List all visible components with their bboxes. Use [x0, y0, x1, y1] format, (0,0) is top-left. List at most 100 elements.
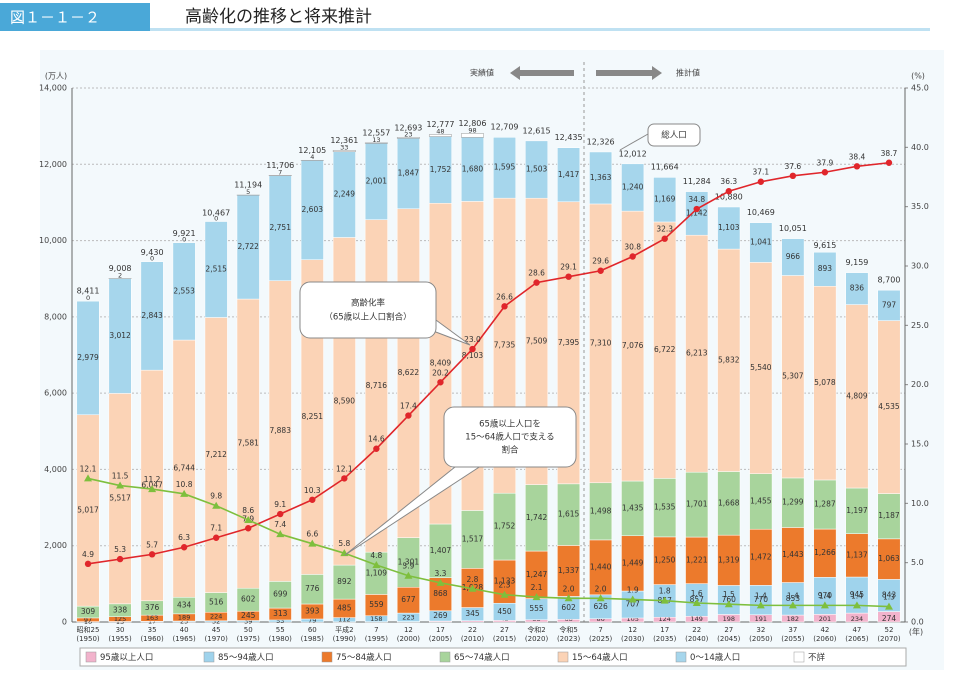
bar-segment	[76, 300, 100, 416]
x-tick-label: 令和5	[559, 625, 577, 634]
total-label: 12,361	[330, 136, 358, 145]
x-tick-label: (2055)	[781, 635, 805, 643]
total-label: 9,159	[845, 258, 868, 267]
line-label: 9.8	[210, 492, 222, 501]
bar-label: 434	[177, 601, 192, 610]
bar-label: 13	[372, 136, 380, 144]
line-label: 36.3	[720, 177, 737, 186]
bar-label: 1,701	[686, 500, 708, 509]
line-label: 7.4	[274, 520, 286, 529]
arrow-right	[596, 66, 662, 80]
x-tick-label: (2030)	[621, 635, 645, 643]
total-label: 12,105	[298, 146, 326, 155]
line-marker	[660, 596, 669, 604]
callout-pointer	[344, 454, 491, 556]
bar-label: 338	[113, 605, 128, 614]
y-tick-label: 8,000	[44, 312, 67, 321]
bar-label: 1,103	[718, 223, 740, 232]
bar-label: 223	[402, 613, 414, 621]
x-tick-label: (1975)	[237, 635, 261, 643]
line-label: 9.1	[274, 500, 286, 509]
bar-label: 5,832	[718, 355, 740, 364]
line-marker	[180, 544, 188, 551]
legend-label: 75～84歳人口	[336, 652, 392, 663]
line-label: 1.8	[659, 587, 671, 596]
bar-label: 853	[786, 594, 801, 603]
line-marker	[852, 601, 861, 609]
legend-label: 15～64歳人口	[572, 652, 628, 663]
bar-label: 1,847	[398, 169, 420, 178]
bar-label: 274	[882, 614, 897, 623]
line-label: 26.6	[496, 292, 513, 301]
bar-segment	[685, 191, 709, 236]
total-label: 12,557	[362, 129, 390, 138]
bar-label: 0	[182, 236, 186, 244]
line-label: 1.3	[883, 593, 895, 602]
line-label: 8.6	[242, 506, 254, 515]
line-marker	[724, 600, 733, 608]
bar-label: 7,076	[622, 341, 644, 350]
x-tick-label: (2000)	[397, 635, 421, 643]
bar-label: 1,299	[782, 498, 804, 507]
bar-label: 1,443	[782, 550, 804, 559]
x-tick-label: (2025)	[589, 635, 613, 643]
line-marker	[789, 172, 797, 180]
bar-label: 86	[596, 615, 604, 623]
bar-label: 760	[722, 595, 737, 604]
bar-label: 1,337	[558, 566, 580, 575]
line-marker	[404, 571, 413, 579]
projected-label: 推計値	[676, 68, 700, 78]
line-label: 2.1	[531, 583, 543, 592]
line-label: 6.6	[306, 530, 318, 539]
legend-swatch	[557, 651, 569, 663]
bar-label: 776	[305, 584, 320, 593]
line-marker	[436, 578, 445, 586]
bar-segment	[749, 222, 773, 263]
bar-label: 970	[818, 591, 833, 600]
bar-label: 198	[723, 615, 735, 623]
x-tick-label: 37	[788, 626, 797, 634]
bar-label: 112	[338, 616, 350, 624]
line-marker	[565, 273, 572, 280]
bar-label: 7,883	[270, 426, 292, 435]
bar-label: 7,509	[526, 336, 548, 345]
x-tick-label: (1960)	[140, 635, 164, 643]
line-label: 20.2	[432, 368, 449, 377]
line-marker	[405, 412, 412, 419]
x-tick-label: (1950)	[76, 635, 100, 643]
line-label: 1.6	[691, 589, 703, 598]
title-rule	[150, 28, 930, 31]
callout-box	[443, 406, 577, 468]
x-tick-label: 47	[852, 626, 861, 634]
line-marker	[692, 599, 701, 607]
line-label: 23.0	[464, 335, 481, 344]
total-label: 9,430	[141, 248, 164, 257]
line-marker	[84, 560, 92, 568]
bar-label: 245	[241, 611, 256, 620]
bar-label: 892	[337, 577, 352, 586]
bar-label: 1,109	[366, 568, 388, 577]
bar-label: 393	[305, 606, 320, 615]
bar-label: 234	[851, 615, 863, 623]
x-tick-label: 昭和25	[77, 625, 100, 634]
line-marker	[84, 474, 93, 482]
bar-label: 97	[84, 616, 92, 624]
bar-label: 1,615	[558, 510, 580, 519]
total-label: 8,700	[878, 276, 901, 285]
bar-label: 0	[150, 255, 154, 263]
total-label: 9,921	[173, 229, 196, 238]
x-tick-label: 35	[148, 626, 157, 634]
bar-label: 6,213	[686, 349, 708, 358]
bar-segment	[813, 251, 837, 287]
bar-segment	[461, 133, 484, 138]
total-callout: 総人口	[661, 130, 687, 141]
bar-label: 124	[659, 615, 671, 623]
bar-label: 626	[593, 602, 608, 611]
line-marker	[148, 485, 157, 493]
line-marker	[884, 602, 893, 610]
bar-label: 309	[81, 607, 96, 616]
total-label: 11,194	[234, 181, 262, 190]
bar-label: 1,142	[686, 208, 708, 217]
x-tick-label: (2065)	[845, 635, 869, 643]
bar-segment	[204, 221, 228, 318]
